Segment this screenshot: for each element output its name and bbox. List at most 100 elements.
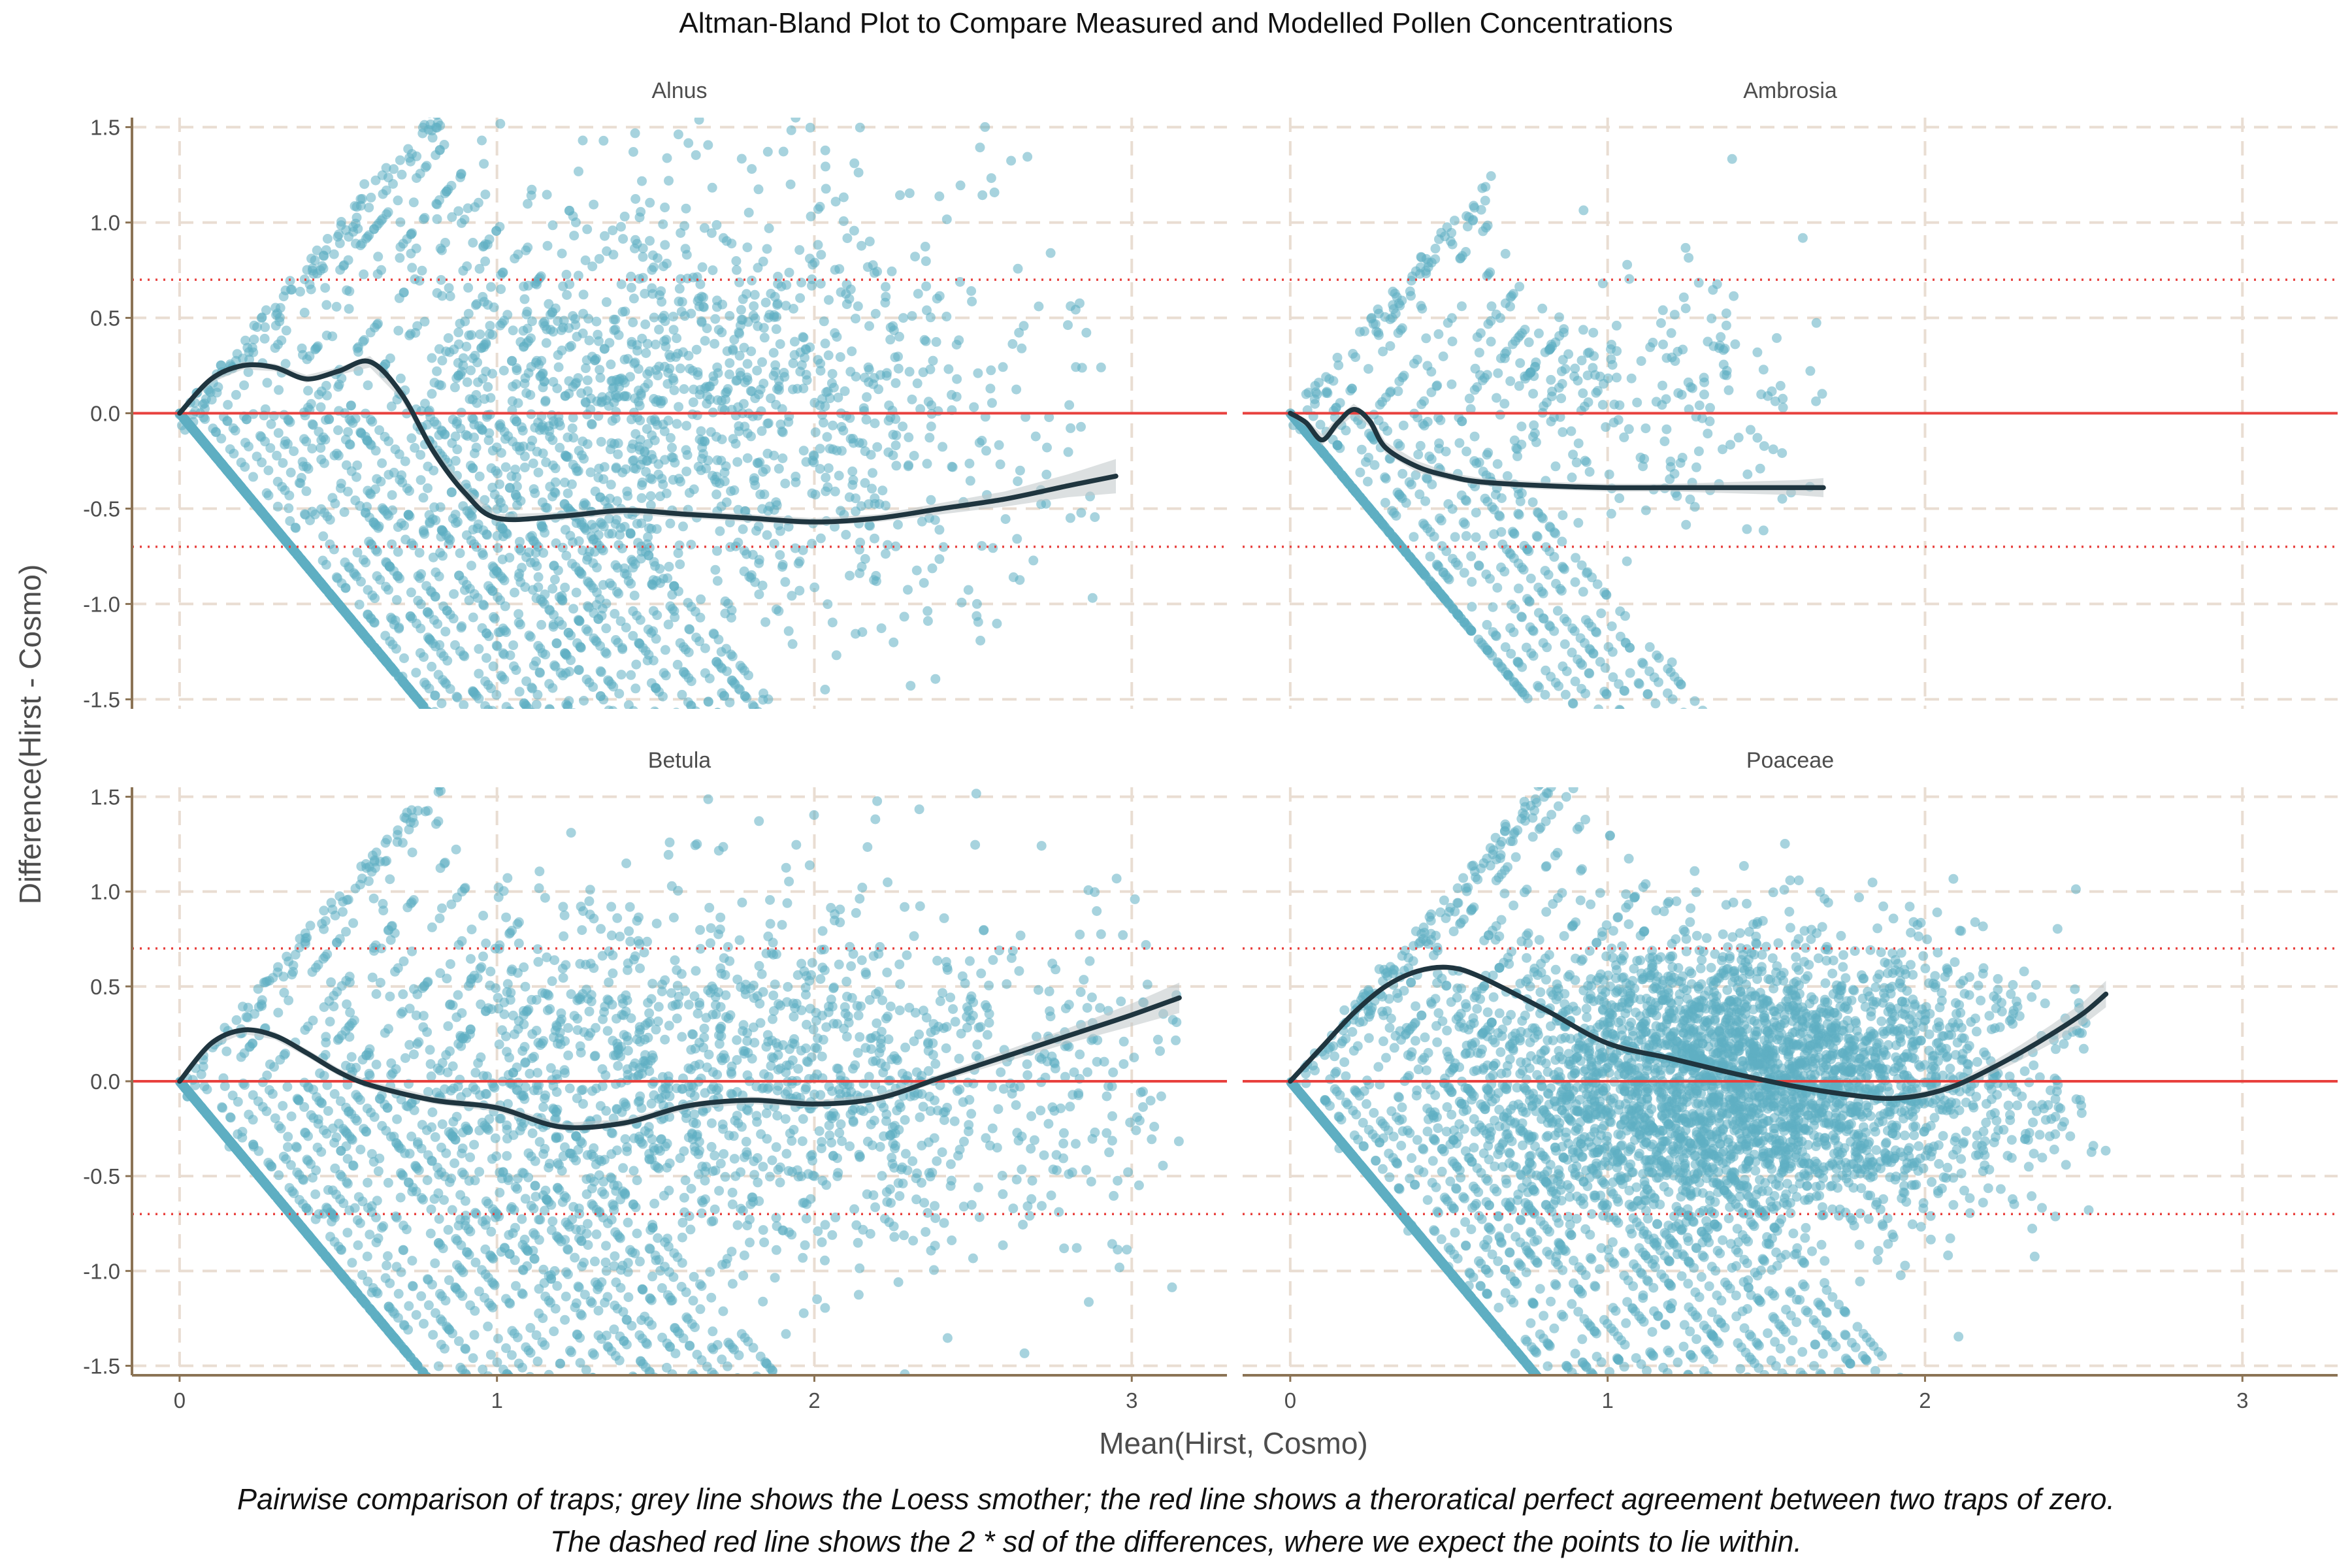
data-point xyxy=(836,446,847,456)
data-point xyxy=(562,290,572,300)
data-point xyxy=(742,453,753,463)
data-point xyxy=(1650,698,1661,709)
data-point xyxy=(587,419,596,429)
data-point xyxy=(321,300,332,310)
data-point xyxy=(1488,602,1498,612)
data-point xyxy=(714,708,721,709)
data-point xyxy=(1720,344,1730,354)
data-point xyxy=(838,216,849,226)
data-point xyxy=(1542,397,1552,408)
data-point xyxy=(754,555,764,565)
data-point xyxy=(359,335,370,345)
data-point xyxy=(780,478,791,489)
data-point xyxy=(573,270,583,281)
data-point xyxy=(467,760,477,770)
data-point xyxy=(272,501,283,512)
data-point xyxy=(430,691,440,701)
data-point xyxy=(655,491,665,502)
data-point xyxy=(386,401,397,412)
data-point xyxy=(798,446,809,456)
data-point xyxy=(492,641,502,651)
data-point xyxy=(449,1405,459,1415)
data-point xyxy=(363,585,373,595)
data-point xyxy=(1658,305,1668,316)
data-point xyxy=(1703,711,1712,721)
data-point xyxy=(668,325,679,335)
data-point xyxy=(1722,370,1732,380)
data-point xyxy=(720,596,730,606)
data-point xyxy=(559,316,569,326)
data-point xyxy=(604,514,614,524)
data-point xyxy=(834,470,844,481)
data-point xyxy=(1331,403,1341,413)
data-point xyxy=(1045,248,1056,258)
data-point xyxy=(691,150,701,160)
data-point xyxy=(462,1420,472,1429)
data-point xyxy=(763,418,774,429)
data-point xyxy=(895,190,905,201)
data-point xyxy=(606,480,616,490)
data-point xyxy=(660,645,670,655)
data-point xyxy=(679,716,689,726)
data-point xyxy=(965,476,975,486)
data-point xyxy=(648,626,659,636)
data-point xyxy=(354,599,365,610)
data-point xyxy=(473,377,483,387)
data-point xyxy=(427,353,437,363)
data-point xyxy=(1526,367,1536,378)
data-point xyxy=(469,687,480,698)
data-point xyxy=(673,548,683,559)
data-point xyxy=(823,599,833,610)
data-point xyxy=(1502,471,1512,482)
data-point xyxy=(753,521,764,532)
data-point xyxy=(975,636,986,645)
data-point xyxy=(244,354,254,365)
data-point xyxy=(1411,559,1421,570)
data-point xyxy=(461,1418,470,1428)
data-point xyxy=(827,617,838,628)
data-point xyxy=(1644,666,1655,676)
data-point xyxy=(847,480,858,490)
data-point xyxy=(871,570,881,581)
data-point xyxy=(1515,358,1526,368)
data-point xyxy=(512,482,522,491)
data-point xyxy=(1348,349,1358,359)
data-point xyxy=(610,414,621,424)
data-point xyxy=(696,318,707,327)
data-point xyxy=(1510,604,1520,614)
data-point xyxy=(574,166,583,176)
data-point xyxy=(727,238,737,249)
data-point xyxy=(477,548,487,558)
data-point xyxy=(888,321,898,331)
data-point xyxy=(419,652,429,662)
data-point xyxy=(478,773,487,783)
data-point xyxy=(899,612,909,622)
data-point xyxy=(440,1394,450,1403)
data-point xyxy=(547,435,558,446)
data-point xyxy=(436,698,447,709)
data-point xyxy=(881,500,890,511)
data-point xyxy=(1333,360,1344,370)
data-point xyxy=(760,464,771,474)
data-point xyxy=(1555,583,1565,594)
data-point xyxy=(733,537,743,547)
data-point xyxy=(334,229,344,240)
data-point xyxy=(638,243,648,253)
data-point xyxy=(1499,399,1510,409)
data-point xyxy=(427,389,437,399)
data-point xyxy=(507,396,517,406)
data-point xyxy=(1680,242,1691,253)
data-point xyxy=(335,483,346,493)
data-point xyxy=(1729,291,1739,301)
data-point xyxy=(898,421,908,432)
data-point xyxy=(529,708,535,709)
data-point xyxy=(414,547,425,558)
data-point xyxy=(673,348,683,359)
data-point xyxy=(463,203,473,214)
data-point xyxy=(280,440,290,449)
data-point xyxy=(480,1441,489,1450)
data-point xyxy=(463,1420,472,1430)
data-point xyxy=(714,708,721,709)
data-point xyxy=(439,1392,449,1402)
data-point xyxy=(876,623,887,634)
